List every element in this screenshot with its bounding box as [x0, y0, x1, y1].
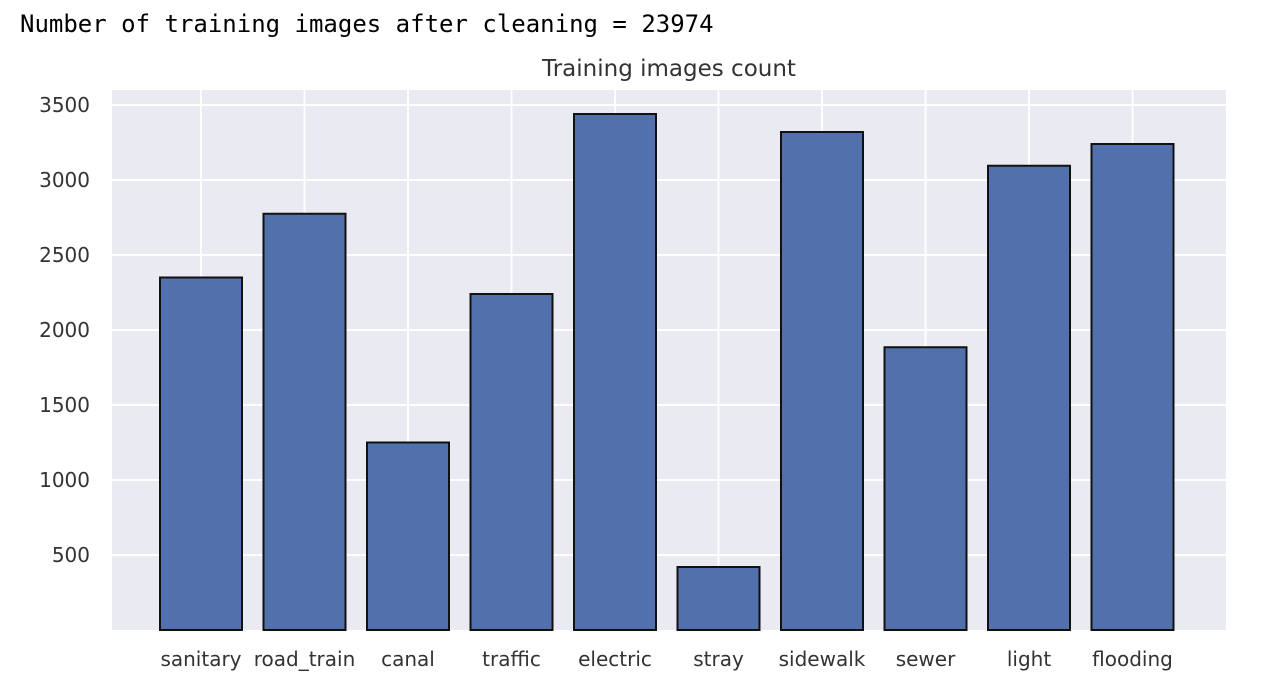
x-tick-label: light — [1007, 647, 1051, 671]
bar-flooding — [1090, 143, 1175, 631]
cell-output-text: Number of training images after cleaning… — [20, 10, 714, 38]
y-axis-ticks: 500 1000 1500 2000 2500 3000 3500 — [39, 93, 90, 567]
y-tick-label: 500 — [52, 543, 90, 567]
x-tick-label: electric — [578, 647, 652, 671]
bar-light — [987, 164, 1071, 631]
x-tick-label: sidewalk — [779, 647, 866, 671]
x-tick-label: traffic — [482, 647, 541, 671]
x-tick-label: flooding — [1092, 647, 1173, 671]
bar-road_train — [262, 212, 347, 631]
bar-stray — [676, 566, 761, 631]
chart-title: Training images count — [541, 56, 796, 82]
x-tick-label: canal — [381, 647, 435, 671]
bar-sanitary — [159, 276, 243, 631]
x-tick-label: sewer — [896, 647, 956, 671]
y-tick-label: 2500 — [39, 243, 90, 267]
bar-sewer — [883, 346, 968, 631]
y-tick-label: 1500 — [39, 393, 90, 417]
y-tick-label: 3500 — [39, 93, 90, 117]
y-tick-label: 3000 — [39, 168, 90, 192]
bar-sidewalk — [780, 131, 864, 631]
y-tick-label: 2000 — [39, 318, 90, 342]
y-tick-label: 1000 — [39, 468, 90, 492]
bar-traffic — [469, 293, 554, 631]
bars — [159, 113, 1175, 631]
x-tick-label: sanitary — [160, 647, 241, 671]
x-tick-label: stray — [693, 647, 744, 671]
bar-electric — [573, 113, 657, 631]
bar-canal — [366, 441, 450, 631]
x-axis-ticks: sanitary road_train canal traffic electric st… — [160, 647, 1172, 671]
x-tick-label: road_train — [254, 647, 356, 671]
